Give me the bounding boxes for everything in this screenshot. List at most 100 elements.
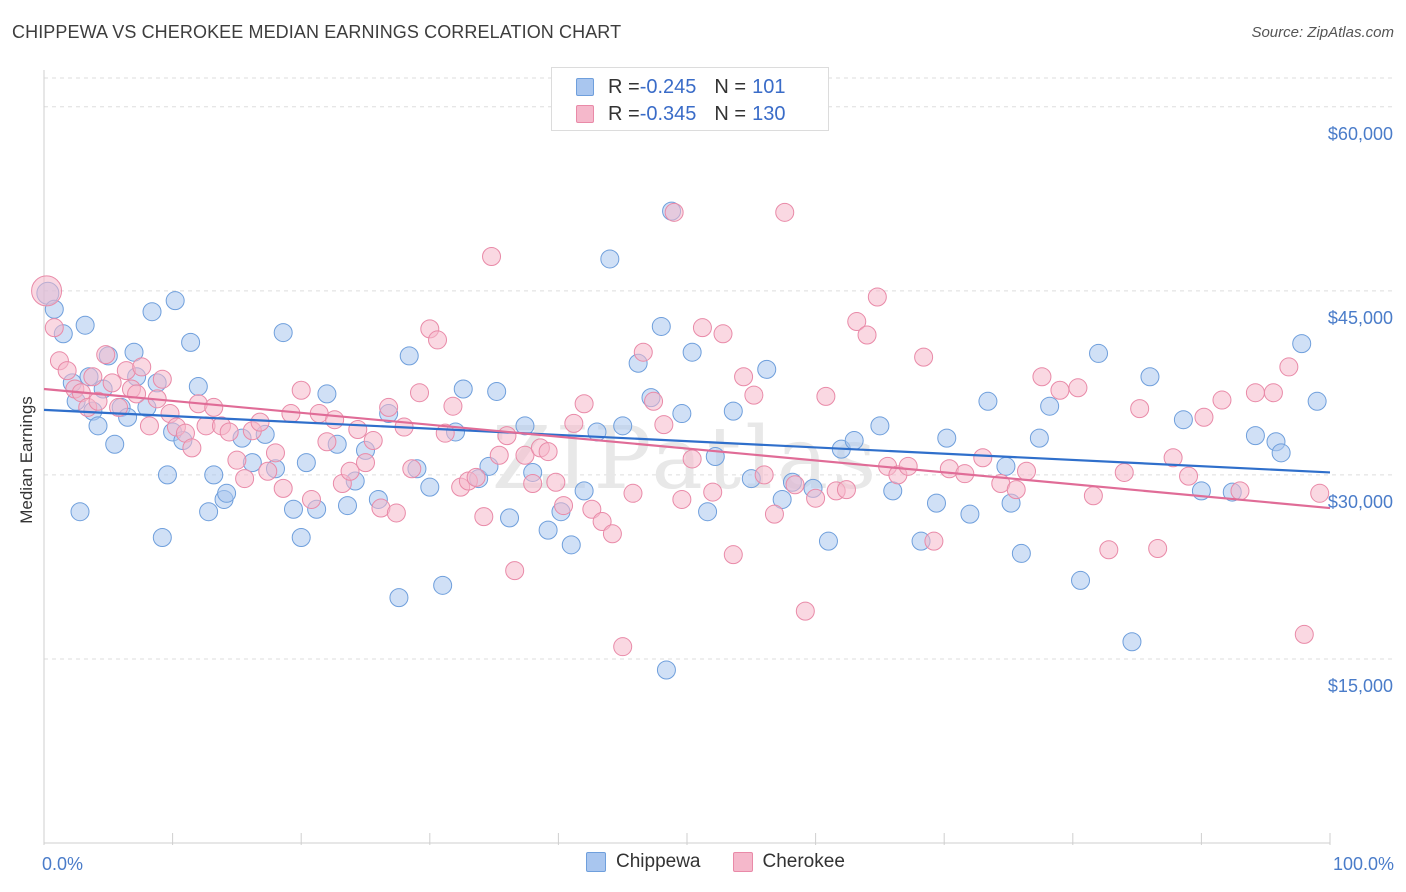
cherokee-point [523,473,543,493]
y-tick-label: $60,000 [1328,124,1393,144]
chippewa-point [682,342,702,362]
chippewa-point [500,508,520,528]
y-axis-label: Median Earnings [17,396,36,524]
cherokee-point [325,410,345,430]
legend-item-chippewa[interactable]: Chippewa [586,851,701,873]
cherokee-point [1194,407,1214,427]
chippewa-point [818,531,838,551]
cherokee-point [466,467,486,487]
cherokee-point [402,459,422,479]
cherokee-point [816,386,836,406]
chippewa-point [487,381,507,401]
chippewa-point [1245,426,1265,446]
chippewa-point [1040,396,1060,416]
x-tick-label: 0.0% [42,854,83,874]
chippewa-point [420,477,440,497]
chart-source: Source: ZipAtlas.com [1251,24,1394,41]
cherokee-point [806,488,826,508]
chippewa-legend-swatch [586,852,606,872]
cherokee-point [847,312,867,332]
y-tick-label: $15,000 [1328,676,1393,696]
grid-layer [44,77,1395,660]
cherokee-point [273,478,293,498]
cherokee-point [281,404,301,424]
axis-layer [43,70,1331,845]
chippewa-point [453,379,473,399]
cherokee-point [538,442,558,462]
chippewa-point [337,496,357,516]
cherokee-point [497,426,517,446]
chippewa-point [70,502,90,522]
cherokee-point [914,347,934,367]
chippewa-point [574,481,594,501]
cherokee-point [1032,367,1052,387]
chippewa-point [538,520,558,540]
chippewa-point [181,332,201,352]
chippewa-point [844,431,864,451]
y-tick-label: $45,000 [1328,308,1393,328]
cherokee-point [1263,383,1283,403]
cherokee-point [1245,383,1265,403]
cherokee-point [96,345,116,365]
legend-n-label: N = [714,75,747,98]
cherokee-point [505,561,525,581]
chippewa-point [433,575,453,595]
cherokee-point [83,367,103,387]
cherokee-point [713,324,733,344]
chippewa-point [723,401,743,421]
cherokee-point [795,601,815,621]
cherokee-point [554,496,574,516]
chippewa-point [124,342,144,362]
chippewa-point [937,428,957,448]
chippewa-point [515,416,535,436]
cherokee-point [623,483,643,503]
cherokee-point [88,391,108,411]
cherokee-point [109,397,129,417]
cherokee-point [564,413,584,433]
chippewa-point [1292,334,1312,354]
chippewa-point [651,316,671,336]
chippewa-point [217,483,237,503]
cherokee-point [301,489,321,509]
cherokee-point [482,247,502,267]
cherokee-point [356,453,375,473]
tick-layer: $15,000 $30,000 $45,000 $60,000 0.0% 100.0% [42,124,1394,874]
cherokee-point [57,361,77,381]
chippewa-point [204,465,224,485]
legend-item-cherokee[interactable]: Cherokee [732,851,845,873]
cherokee-point [31,275,63,307]
cherokee-point [672,489,692,509]
cherokee-point [44,318,64,338]
chippewa-point [142,302,162,322]
chippewa-point [561,535,581,555]
cherokee-point [250,412,270,432]
chippewa-point [317,384,337,404]
cherokee-point [116,361,136,381]
cherokee-point [754,465,774,485]
series-legend: Chippewa Cherokee [586,851,877,873]
chippewa-point [1122,632,1142,652]
cherokee-point [265,443,285,463]
cherokee-point [219,422,239,442]
cherokee-point [744,385,764,405]
cherokee-point [258,461,278,481]
cherokee-point [1050,380,1070,400]
cherokee-point [139,416,159,436]
chippewa-point [978,391,998,411]
chippewa-point [600,249,620,269]
cherokee-point [443,396,463,416]
cherokee-point [363,431,383,451]
chippewa-point [88,416,108,436]
cherokee-point [574,394,594,414]
chippewa-point [291,527,311,547]
cherokee-point [775,202,795,222]
cherokee-point [703,482,723,502]
cherokee-point [291,380,311,400]
chippewa-point [152,527,172,547]
cherokee-point [1099,540,1119,560]
chippewa-trend-line [43,408,1331,474]
chippewa-point [75,315,95,335]
cherokee-point [1279,357,1299,377]
chippewa-point [273,323,293,343]
cherokee-point [644,391,664,411]
